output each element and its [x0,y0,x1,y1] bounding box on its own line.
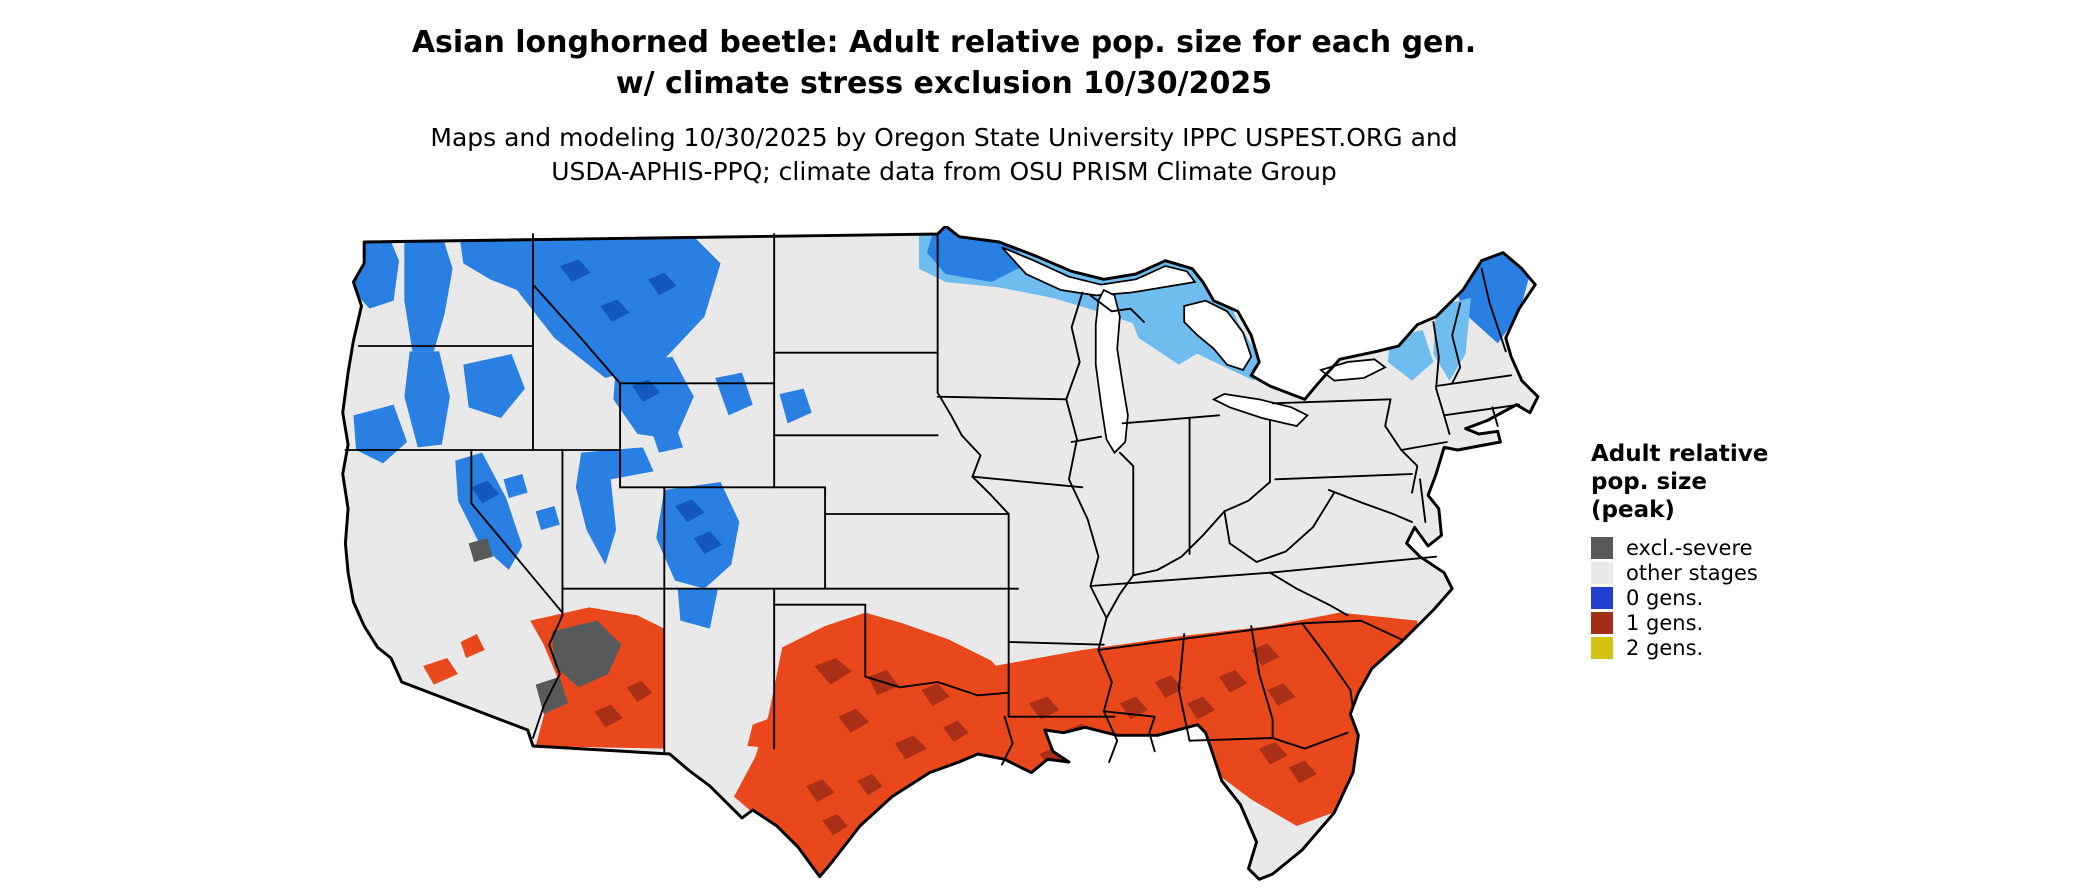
overlay-0gens-northern-rockies [457,226,721,378]
legend-swatch-icon [1591,536,1613,559]
legend-item-label: other stages [1626,560,1758,585]
overlay-1gen-se-nm [747,716,777,749]
state-border-46 [1228,491,1336,563]
state-border-56 [1188,731,1349,750]
overlay-0gens-klamath [353,404,408,464]
title-line-1: Asian longhorned beetle: Adult relative … [411,25,1477,60]
overlay-0gens-wa-cascades [404,226,453,352]
state-border-3 [532,283,622,385]
legend-item-1: other stages [1591,560,1768,585]
overlay-1gen-texas [733,612,1016,880]
state-border-52 [1301,619,1403,641]
state-border-47 [1223,510,1231,545]
legend-swatch-icon [1591,561,1613,584]
great-lake-0 [1001,246,1197,297]
state-border-35 [1118,451,1135,577]
state-border-8 [470,449,564,614]
legend-swatch-icon [1591,611,1613,634]
state-border-59 [1007,641,1105,646]
figure-subtitle: Maps and modeling 10/30/2025 by Oregon S… [344,121,1544,189]
state-border-45 [1327,489,1413,523]
overlay-0gens-blue-mountains [463,354,525,418]
state-border-51 [1097,622,1304,651]
overlay-1gen-ca-south [423,634,485,685]
state-border-30 [1065,291,1084,401]
overlay-0gens-black-hills [779,388,812,424]
legend-items: excl.-severe other stages 0 gens. 1 gens. 2 … [1591,535,1768,660]
overlay-0gens-wind-river [650,423,684,453]
overlay-0gens-yellowstone [613,356,694,440]
legend-item-label: 1 gens. [1626,610,1704,635]
state-border-21 [1001,715,1014,766]
overlay-0gens-or-cascades [404,351,450,448]
state-border-18 [864,675,1010,697]
great-lake-2 [1183,299,1253,372]
state-border-55 [1177,633,1191,742]
state-border-25 [936,391,963,437]
state-border-60 [1432,321,1451,435]
state-border-34 [1121,414,1220,425]
overlay-0gens-nv-ranges [487,474,560,538]
overlay-excl-severe-death-valley [468,538,493,562]
great-lake-1 [1094,288,1129,455]
overlay-0gens-nm-north [677,588,718,629]
state-border-43 [1274,473,1413,481]
legend: Adult relative pop. size (peak) excl.-se… [1591,440,1768,660]
us-map-svg [341,226,1540,881]
legend-item-label: 2 gens. [1626,635,1704,660]
legend-item-label: 0 gens. [1626,585,1704,610]
us-land [342,226,1538,880]
state-border-39 [1271,398,1392,405]
state-border-32 [1070,435,1103,443]
state-border-33 [1089,294,1145,323]
legend-item-2: 0 gens. [1591,585,1768,610]
state-border-41 [1400,449,1419,494]
overlay-excl-severe-az [535,620,622,714]
legend-title-line-1: Adult relative [1591,441,1769,467]
state-border-61 [1451,302,1462,385]
state-border-62 [1480,267,1507,353]
state-border-53 [1301,622,1354,710]
state-border-28 [971,475,1084,489]
overlay-0gens-vt-nh [1433,298,1471,381]
state-border-31 [1065,398,1119,763]
legend-item-3: 1 gens. [1591,610,1768,635]
legend-swatch-icon [1591,586,1613,609]
state-border-63 [1435,374,1513,387]
state-border-29 [936,395,1068,401]
us-outline [341,226,1540,881]
state-border-54 [1250,625,1274,739]
state-border-48 [1269,555,1438,574]
subtitle-line-1: Maps and modeling 10/30/2025 by Oregon S… [430,123,1458,152]
state-border-10 [532,614,564,739]
state-border-57 [1102,710,1156,718]
great-lake-3 [1211,393,1309,427]
legend-item-label: excl.-severe [1626,535,1753,560]
state-border-40 [1384,398,1403,451]
state-border-58 [1148,715,1156,753]
title-line-2: w/ climate stress exclusion 10/30/2025 [615,66,1273,101]
legend-title: Adult relative pop. size (peak) [1591,440,1768,524]
subtitle-line-2: USDA-APHIS-PPQ; climate data from OSU PR… [551,157,1337,186]
legend-title-line-3: (peak) [1591,497,1675,523]
legend-item-4: 2 gens. [1591,635,1768,660]
map-overlays [342,226,1530,880]
legend-item-0: excl.-severe [1591,535,1768,560]
state-border-44 [1419,478,1427,523]
figure-title: Asian longhorned beetle: Adult relative … [344,22,1544,104]
great-lake-4 [1319,358,1387,382]
overlay-1gen-dark-speckles [594,643,1317,836]
state-border-36 [1105,481,1271,619]
state-border-64 [1443,403,1521,417]
state-border-42 [1400,441,1448,451]
state-border-50 [1269,571,1349,617]
legend-title-line-2: pop. size [1591,469,1708,495]
overlay-0gens-wasatch [575,447,654,565]
map-region [332,226,1554,882]
state-border-49 [1089,571,1271,587]
legend-swatch-icon [1591,636,1613,659]
